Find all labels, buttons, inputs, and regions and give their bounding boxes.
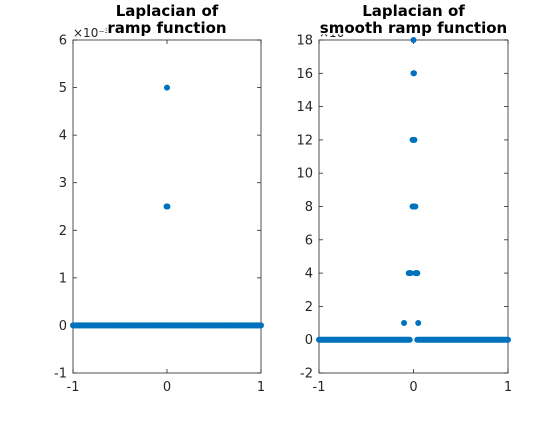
y-tick-label: 3 [59,176,67,191]
data-point-baseline [505,336,511,343]
data-point [412,203,419,210]
data-point [410,70,417,77]
x-tick-label: 1 [257,380,265,395]
y-tick-label: 6 [59,34,67,49]
data-point-baseline [406,336,413,343]
data-point [411,136,418,143]
y-tick-label: 2 [59,224,67,239]
x-tick-label: 0 [163,380,171,395]
data-point [407,270,414,277]
x-tick-label: 0 [409,380,417,395]
y-axis-exponent-label: ×10⁻³ [73,26,110,40]
data-point-baseline [258,322,264,329]
data-point [414,270,421,277]
x-tick-label: 1 [504,380,512,395]
data-point [410,37,417,43]
data-point [415,320,422,327]
y-tick-label: 12 [296,133,313,148]
chart-title-line: Laplacian of [116,2,219,20]
y-tick-label: -2 [300,367,313,382]
y-tick-label: 16 [296,67,313,82]
y-tick-label: 1 [59,271,67,286]
y-tick-label: 10 [296,167,313,182]
x-tick-label: -1 [67,380,80,395]
y-tick-label: -1 [54,367,67,382]
right-subplot: -1 0 1 -2 0 2 4 6 8 10 12 14 16 18 ×10⁻⁴ Laplacian ofsm… [296,1,512,396]
x-tick-label: -1 [313,380,326,395]
y-tick-label: 8 [305,200,313,215]
y-tick-label: 0 [59,319,67,334]
data-point [164,203,171,210]
chart-title-line: Laplacian of [362,2,465,20]
y-tick-label: 14 [296,100,313,115]
chart-title-line: smooth ramp function [320,19,507,37]
y-tick-label: 18 [296,34,313,49]
y-tick-label: 6 [305,233,313,248]
y-tick-label: 0 [305,333,313,348]
data-point [164,84,170,91]
y-tick-label: 2 [305,300,313,315]
data-point [401,320,408,327]
y-tick-label: 4 [59,129,67,144]
y-tick-label: 4 [305,267,313,282]
y-tick-label: 5 [59,81,67,96]
y-axis-exponent-label: ×10⁻⁴ [319,26,356,40]
chart-title-line: ramp function [107,19,226,37]
